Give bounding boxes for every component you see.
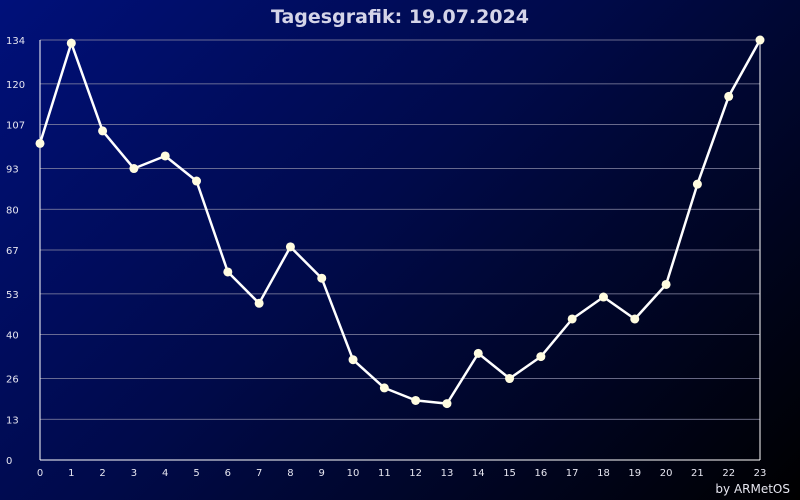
data-point xyxy=(442,399,452,409)
x-tick-label: 20 xyxy=(660,468,673,479)
data-point xyxy=(160,151,170,161)
data-point xyxy=(567,314,577,324)
data-point xyxy=(473,348,483,358)
y-tick-label: 93 xyxy=(6,165,19,176)
y-tick-label: 40 xyxy=(6,331,19,342)
x-tick-label: 11 xyxy=(378,468,391,479)
data-point xyxy=(66,38,76,48)
data-point xyxy=(317,273,327,283)
data-point xyxy=(661,279,671,289)
chart-title: Tagesgrafik: 19.07.2024 xyxy=(270,6,530,28)
x-tick-label: 18 xyxy=(597,468,610,479)
x-tick-label: 4 xyxy=(162,468,168,479)
x-tick-label: 7 xyxy=(256,468,262,479)
series-line xyxy=(38,39,762,405)
y-tick-label: 53 xyxy=(6,290,19,301)
data-point xyxy=(348,355,358,365)
x-tick-label: 14 xyxy=(472,468,485,479)
x-tick-label: 16 xyxy=(535,468,548,479)
x-tick-label: 10 xyxy=(347,468,360,479)
x-tick-label: 3 xyxy=(131,468,137,479)
data-point xyxy=(755,35,765,45)
data-point xyxy=(254,298,264,308)
data-point xyxy=(724,91,734,101)
y-tick-label: 0 xyxy=(6,456,12,467)
data-point xyxy=(35,138,45,148)
credit-label: by ARMetOS xyxy=(715,482,790,496)
data-point xyxy=(598,292,608,302)
data-point xyxy=(505,374,515,384)
data-point xyxy=(379,383,389,393)
x-tick-label: 17 xyxy=(566,468,579,479)
x-tick-label: 13 xyxy=(441,468,454,479)
x-tick-label: 0 xyxy=(37,468,43,479)
y-tick-label: 134 xyxy=(6,36,25,47)
x-tick-label: 22 xyxy=(722,468,735,479)
y-tick-label: 26 xyxy=(6,375,19,386)
x-tick-label: 5 xyxy=(193,468,199,479)
data-point xyxy=(411,395,421,405)
data-point xyxy=(223,267,233,277)
y-tick-label: 13 xyxy=(6,415,19,426)
data-point xyxy=(285,242,295,252)
x-tick-label: 1 xyxy=(68,468,74,479)
y-tick-label: 120 xyxy=(6,80,25,91)
data-point xyxy=(536,352,546,362)
x-tick-label: 6 xyxy=(225,468,231,479)
x-tick-label: 8 xyxy=(287,468,293,479)
data-point xyxy=(129,164,139,174)
y-tick-label: 67 xyxy=(6,246,19,257)
data-point xyxy=(98,126,108,136)
x-tick-label: 9 xyxy=(319,468,325,479)
x-tick-label: 21 xyxy=(691,468,704,479)
x-tick-label: 15 xyxy=(503,468,516,479)
x-tick-label: 12 xyxy=(409,468,422,479)
data-point xyxy=(192,176,202,186)
data-point xyxy=(692,179,702,189)
data-point xyxy=(630,314,640,324)
y-tick-label: 80 xyxy=(6,205,19,216)
x-tick-label: 23 xyxy=(754,468,767,479)
x-tick-label: 19 xyxy=(628,468,641,479)
x-tick-label: 2 xyxy=(99,468,105,479)
y-tick-label: 107 xyxy=(6,121,25,132)
